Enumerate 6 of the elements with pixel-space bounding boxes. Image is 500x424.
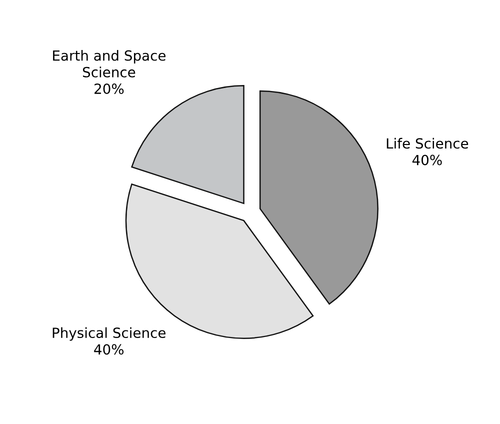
- data-label: 40%: [412, 154, 442, 166]
- slice-label: Earth and Space Science: [53, 50, 166, 78]
- data-label: 20%: [94, 84, 124, 94]
- slice-label: Physical Science: [52, 327, 166, 341]
- slice-label: Life Science: [386, 138, 468, 149]
- data-label: 40%: [94, 344, 124, 355]
